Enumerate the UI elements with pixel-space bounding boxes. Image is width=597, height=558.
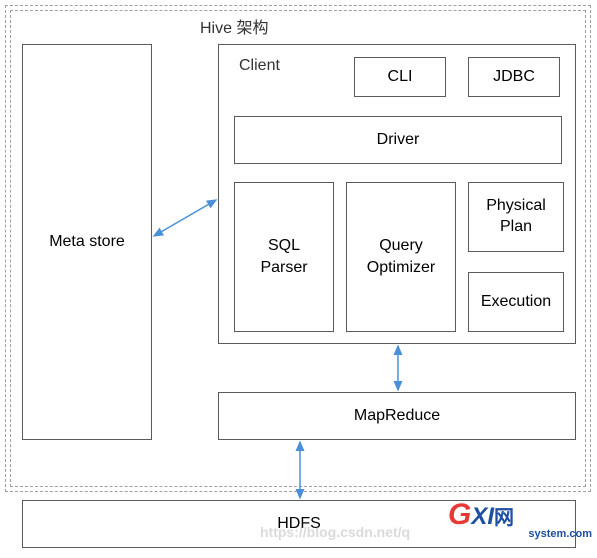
node-cli: CLI bbox=[354, 57, 446, 97]
cli-label: CLI bbox=[388, 68, 413, 86]
node-sqlparser: SQL Parser bbox=[234, 182, 334, 332]
client-label: Client bbox=[239, 57, 280, 75]
node-queryopt: Query Optimizer bbox=[346, 182, 456, 332]
node-driver: Driver bbox=[234, 116, 562, 164]
driver-label: Driver bbox=[377, 131, 420, 149]
metastore-label: Meta store bbox=[49, 233, 125, 251]
node-hdfs: HDFS bbox=[22, 500, 576, 548]
diagram-title: Hive 架构 bbox=[200, 14, 268, 38]
hdfs-label: HDFS bbox=[277, 515, 321, 533]
sqlparser-label: SQL Parser bbox=[260, 235, 307, 280]
node-physplan: Physical Plan bbox=[468, 182, 564, 252]
physplan-label: Physical Plan bbox=[486, 196, 546, 238]
node-execution: Execution bbox=[468, 272, 564, 332]
node-jdbc: JDBC bbox=[468, 57, 560, 97]
queryopt-label: Query Optimizer bbox=[367, 235, 435, 280]
node-mapreduce: MapReduce bbox=[218, 392, 576, 440]
mapreduce-label: MapReduce bbox=[354, 407, 440, 425]
execution-label: Execution bbox=[481, 293, 551, 311]
jdbc-label: JDBC bbox=[493, 68, 535, 86]
node-metastore: Meta store bbox=[22, 44, 152, 440]
